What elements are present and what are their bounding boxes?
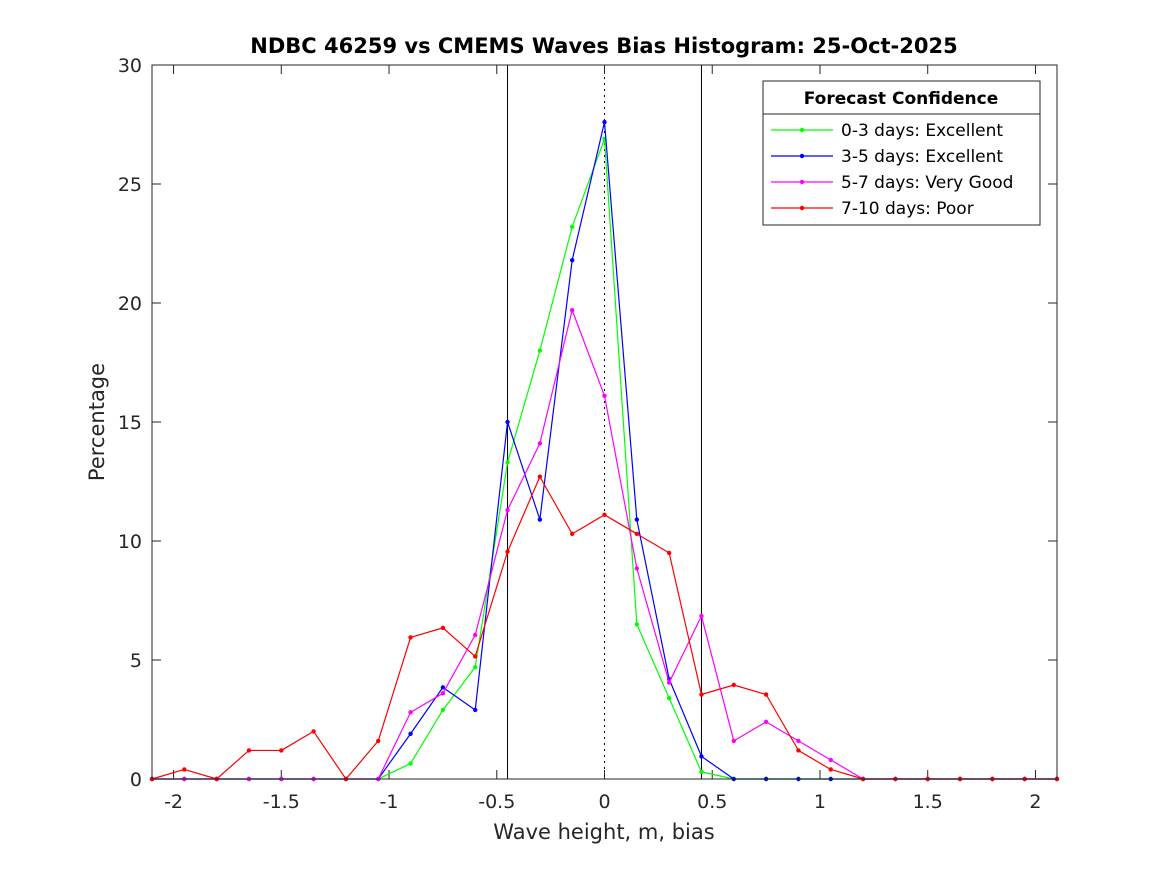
data-point <box>505 549 510 554</box>
data-point <box>279 748 284 753</box>
legend-item[interactable]: 0-3 days: Excellent <box>771 121 1003 141</box>
legend-item[interactable]: 7-10 days: Poor <box>771 199 974 219</box>
data-point <box>602 393 607 399</box>
x-tick-label: -2 <box>164 791 183 813</box>
x-tick-label: -1 <box>380 791 399 813</box>
data-point <box>408 635 413 640</box>
data-point <box>602 512 607 518</box>
data-point <box>473 632 478 638</box>
data-point <box>537 474 543 479</box>
x-tick-label: -0.5 <box>478 791 515 813</box>
x-tick-label: 2 <box>1029 791 1041 813</box>
legend-label: 0-3 days: Excellent <box>841 121 1003 141</box>
data-point <box>569 224 575 230</box>
y-tick-label: 20 <box>118 293 142 315</box>
data-point <box>537 441 543 446</box>
y-axis-label: Percentage <box>85 363 109 481</box>
x-tick-label: -1.5 <box>263 791 300 813</box>
data-point <box>634 622 640 627</box>
data-point <box>634 566 640 571</box>
data-point <box>763 719 769 725</box>
data-point <box>602 119 607 125</box>
data-point <box>796 748 801 753</box>
data-point <box>699 692 704 697</box>
data-point <box>408 710 413 715</box>
legend[interactable]: Forecast Confidence 0-3 days: Excellent 3… <box>762 80 1041 226</box>
data-point <box>699 769 704 775</box>
legend-item[interactable]: 3-5 days: Excellent <box>771 147 1003 167</box>
y-tick-label: 5 <box>130 650 142 672</box>
data-point <box>537 348 543 353</box>
y-tick-label: 0 <box>130 769 142 791</box>
y-tick-label: 15 <box>118 412 142 434</box>
legend-label: 5-7 days: Very Good <box>841 173 1013 193</box>
data-point <box>505 507 510 513</box>
legend-label: 7-10 days: Poor <box>841 199 974 219</box>
plot-frame <box>151 64 1058 780</box>
data-point <box>634 517 640 522</box>
data-point <box>440 685 446 690</box>
x-tick-label: 0 <box>598 791 610 813</box>
data-point <box>699 613 704 619</box>
data-point <box>569 257 575 263</box>
y-tick-label: 25 <box>118 174 142 196</box>
data-point <box>666 680 672 685</box>
data-point <box>440 625 446 631</box>
data-point <box>828 767 833 772</box>
data-point <box>440 691 446 696</box>
data-point <box>796 738 801 744</box>
legend-swatch-marker <box>799 179 805 185</box>
legend-label: 3-5 days: Excellent <box>841 147 1003 167</box>
data-point <box>569 531 575 537</box>
x-axis-label: Wave height, m, bias <box>493 820 714 844</box>
data-point <box>731 682 736 688</box>
data-point <box>666 695 672 701</box>
data-point <box>569 307 575 313</box>
legend-items: 0-3 days: Excellent 3-5 days: Excellent 5-… <box>771 121 1013 219</box>
data-point <box>246 748 252 753</box>
y-tick-label: 10 <box>118 531 142 553</box>
legend-swatch-marker <box>799 205 805 211</box>
legend-item[interactable]: 5-7 days: Very Good <box>771 173 1013 193</box>
data-point <box>408 731 413 736</box>
y-tick-label: 30 <box>118 55 142 77</box>
data-point <box>699 754 704 759</box>
data-point <box>440 707 446 713</box>
data-point <box>666 550 672 556</box>
legend-swatch-marker <box>799 127 805 133</box>
data-point <box>376 738 381 744</box>
x-tick-label: 0.5 <box>697 791 727 813</box>
data-point <box>311 729 316 734</box>
data-point <box>473 664 478 670</box>
data-point <box>505 460 510 465</box>
data-point <box>634 531 640 537</box>
x-tick-label: 1.5 <box>913 791 943 813</box>
legend-title: Forecast Confidence <box>804 89 999 109</box>
legend-box <box>762 80 1041 226</box>
data-point <box>828 757 833 763</box>
data-point <box>408 761 413 766</box>
data-point <box>537 517 543 522</box>
data-point <box>731 738 736 744</box>
data-point <box>763 692 769 697</box>
data-point <box>505 419 510 425</box>
data-point <box>182 767 187 772</box>
data-point <box>473 707 478 713</box>
x-tick-label: 1 <box>814 791 826 813</box>
chart-title: NDBC 46259 vs CMEMS Waves Bias Histogram… <box>250 34 957 58</box>
data-point <box>473 654 478 659</box>
legend-swatch-marker <box>799 153 805 159</box>
